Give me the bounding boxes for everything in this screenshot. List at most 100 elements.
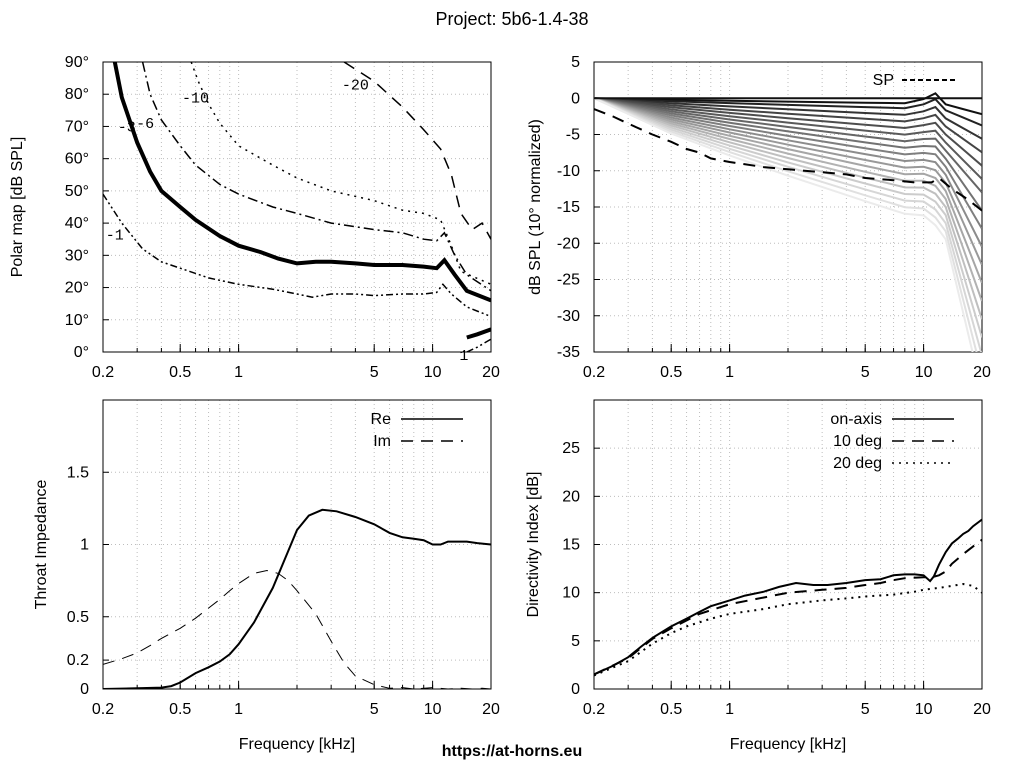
polar-response-line (594, 97, 982, 284)
legend-label: on-axis (830, 411, 882, 428)
y-tick-label: 15 (562, 537, 580, 554)
series-line-sp (594, 108, 982, 212)
y-tick-label: 60° (65, 151, 89, 168)
polar-response-line (594, 97, 982, 154)
polar-response-line (594, 97, 982, 320)
polar-response-line (594, 92, 982, 116)
y-axis-label: dB SPL (10° normalized) (527, 119, 544, 295)
series-line--1 (466, 338, 491, 352)
legend-label: SP (873, 72, 894, 89)
x-tick-label: 1 (725, 701, 734, 718)
y-tick-label: 5 (571, 54, 580, 71)
series-line--10 (190, 62, 491, 285)
x-tick-label: 20 (973, 364, 991, 381)
series-line--1 (466, 327, 491, 340)
series-line--1 (103, 193, 491, 318)
series-line--20 (343, 62, 491, 240)
plot-frame (593, 61, 983, 353)
y-tick-label: -20 (557, 235, 580, 252)
polar-response-line (594, 97, 982, 167)
legend-label: 10 deg (833, 433, 882, 450)
x-tick-label: 0.2 (92, 364, 114, 381)
legend-label: Re (371, 411, 392, 428)
y-tick-label: 0 (571, 681, 580, 698)
x-tick-label: 20 (482, 364, 500, 381)
spl-panel: 5 0 -5 -10 -15 -20 -25 -30 -350.2 0.5 1 5 10 20 dB SPL… (527, 54, 991, 381)
polar-response-line (594, 97, 978, 352)
contour-label: -3 (118, 119, 136, 136)
contour-lines (103, 62, 491, 352)
legend-label: 20 deg (833, 455, 882, 472)
y-tick-label: 20 (562, 488, 580, 505)
legend-label: Im (373, 433, 391, 450)
contour-label: -20 (342, 78, 369, 95)
x-tick-label: 1 (234, 701, 243, 718)
contour-label: -10 (182, 90, 209, 107)
footer-url[interactable]: https://at-horns.eu (441, 743, 583, 760)
y-tick-label: 80° (65, 86, 89, 103)
series-line-im (103, 569, 491, 689)
plot-frame (102, 61, 492, 353)
y-tick-label: 10° (65, 312, 89, 329)
x-tick-label: 10 (424, 364, 442, 381)
x-tick-label: 5 (370, 364, 379, 381)
polar-response-line (594, 97, 982, 338)
data-lines (594, 518, 982, 677)
y-tick-label: 1 (80, 537, 89, 554)
polar-map-panel: 0° 10° 20° 30° 40° 50° 60° 70° 80° 90° 0.2 0.5 1 5 10 2… (9, 54, 500, 381)
x-tick-label: 0.2 (92, 701, 114, 718)
contour-label: -6 (136, 116, 154, 133)
x-tick-label: 0.5 (660, 701, 682, 718)
x-tick-label: 0.5 (660, 364, 682, 381)
y-tick-label: -10 (557, 163, 580, 180)
y-tick-label: -5 (566, 127, 580, 144)
x-tick-label: 1 (234, 364, 243, 381)
x-tick-label: 0.5 (169, 701, 191, 718)
y-tick-label: 0° (74, 344, 89, 361)
series-line-10-deg (594, 538, 982, 676)
contour-label: 1 (459, 348, 468, 365)
polar-response-line (594, 97, 982, 212)
x-tick-label: 20 (973, 701, 991, 718)
polar-response-line (594, 97, 982, 180)
polar-response-line (594, 97, 982, 194)
series-line-re (103, 508, 491, 689)
x-axis-label: Frequency [kHz] (730, 736, 846, 753)
series-line-on-axis (594, 518, 982, 676)
y-tick-label: -35 (557, 344, 580, 361)
polar-response-line (594, 97, 982, 352)
y-tick-label: 0.5 (67, 609, 89, 626)
y-tick-label: 20° (65, 280, 89, 297)
x-tick-label: 10 (915, 701, 933, 718)
series-line--6 (141, 62, 491, 292)
y-tick-label: 0 (571, 90, 580, 107)
y-tick-label: 10 (562, 585, 580, 602)
x-axis-label: Frequency [kHz] (239, 736, 355, 753)
polar-response-curves (594, 92, 982, 352)
y-tick-label: 0.2 (67, 652, 89, 669)
plot-frame (593, 399, 983, 690)
y-axis-label: Throat Impedance (33, 479, 50, 609)
y-tick-label: 30° (65, 247, 89, 264)
y-tick-label: -30 (557, 308, 580, 325)
y-tick-label: 90° (65, 54, 89, 71)
x-tick-label: 0.5 (169, 364, 191, 381)
y-tick-label: 25 (562, 440, 580, 457)
y-tick-label: 5 (571, 633, 580, 650)
polar-response-line (594, 97, 974, 352)
polar-response-line (594, 97, 982, 127)
x-tick-label: 5 (370, 701, 379, 718)
y-tick-label: -25 (557, 272, 580, 289)
series-line--3 (112, 62, 491, 303)
y-tick-label: 1.5 (67, 464, 89, 481)
polar-response-line (594, 97, 982, 266)
x-tick-label: 5 (861, 701, 870, 718)
y-tick-label: 70° (65, 118, 89, 135)
y-tick-label: -15 (557, 199, 580, 216)
x-tick-label: 20 (482, 701, 500, 718)
x-tick-label: 1 (725, 364, 734, 381)
contour-label: -1 (106, 227, 124, 244)
